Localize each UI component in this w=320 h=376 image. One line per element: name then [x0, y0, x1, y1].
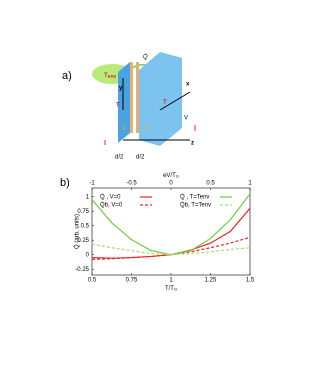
x-axis-label: T/TG — [165, 286, 177, 292]
x2-tick-label: 0 — [169, 181, 173, 187]
series-line — [91, 243, 251, 256]
y-tick-label: 0.5 — [81, 223, 90, 229]
voltage: V — [184, 116, 188, 122]
slab-2: 2 — [145, 126, 149, 132]
d-left: d/2 — [115, 155, 124, 161]
x-label-sub: G — [174, 287, 177, 292]
t-left: T — [116, 103, 120, 109]
panel-label: b) — [60, 177, 70, 189]
x2-tick-label: 1 — [248, 181, 252, 187]
y-tick-label: 0.25 — [77, 238, 89, 244]
panel-label: a) — [62, 70, 72, 82]
x-tick-label: 0.5 — [88, 278, 97, 284]
figure: a) Tenv Q̇ y x z T T 1 2 V d/2 d/2 b) 0.… — [60, 52, 255, 292]
x-label-main: T/T — [165, 286, 174, 292]
layer-left — [130, 62, 133, 133]
slab-1: 1 — [122, 126, 126, 132]
x2-tick-label: -0.5 — [126, 181, 137, 187]
x2-label-sub: G — [176, 174, 179, 179]
axis-y: y — [119, 86, 123, 92]
t-right: T — [163, 100, 167, 106]
x-tick-label: 1 — [169, 278, 173, 284]
axis-z: z — [191, 141, 194, 147]
series-line — [91, 236, 251, 260]
t-env: Tenv — [104, 73, 117, 81]
legend-label: Q̇b, T=Tenv — [180, 202, 211, 209]
y-tick-label: 0 — [86, 252, 90, 258]
x-tick-label: 1.5 — [246, 278, 255, 284]
x2-tick-label: 0.5 — [206, 181, 215, 187]
x-tick-label: 1.25 — [205, 278, 217, 284]
slab-right — [139, 52, 182, 146]
x-tick-label: 0.75 — [126, 278, 138, 284]
x2-label-main: eV/T — [163, 173, 176, 179]
y-axis-label: Q̇ (arb. units) — [74, 214, 81, 249]
x2-tick-label: -1 — [89, 181, 95, 187]
layer-right — [136, 62, 139, 133]
y-tick-label: 1 — [86, 194, 90, 200]
x2-axis-label: eV/TG — [163, 173, 179, 179]
y-tick-label: -0.25 — [75, 267, 89, 273]
x-axis-arrow — [159, 91, 191, 111]
series-line — [91, 207, 251, 259]
axis-x: x — [186, 82, 190, 88]
legend-label: Q̇ , T=Tenv — [180, 194, 209, 201]
y-tick-label: 0.75 — [77, 209, 89, 215]
slab-left — [118, 62, 130, 143]
legend-label: Q̇ , V=0 — [100, 194, 121, 201]
q-dot: Q̇ — [143, 54, 148, 61]
plot-frame — [91, 187, 251, 276]
series-line — [91, 193, 251, 256]
legend-label: Q̇b, V=0 — [100, 202, 123, 209]
d-right: d/2 — [136, 155, 145, 161]
